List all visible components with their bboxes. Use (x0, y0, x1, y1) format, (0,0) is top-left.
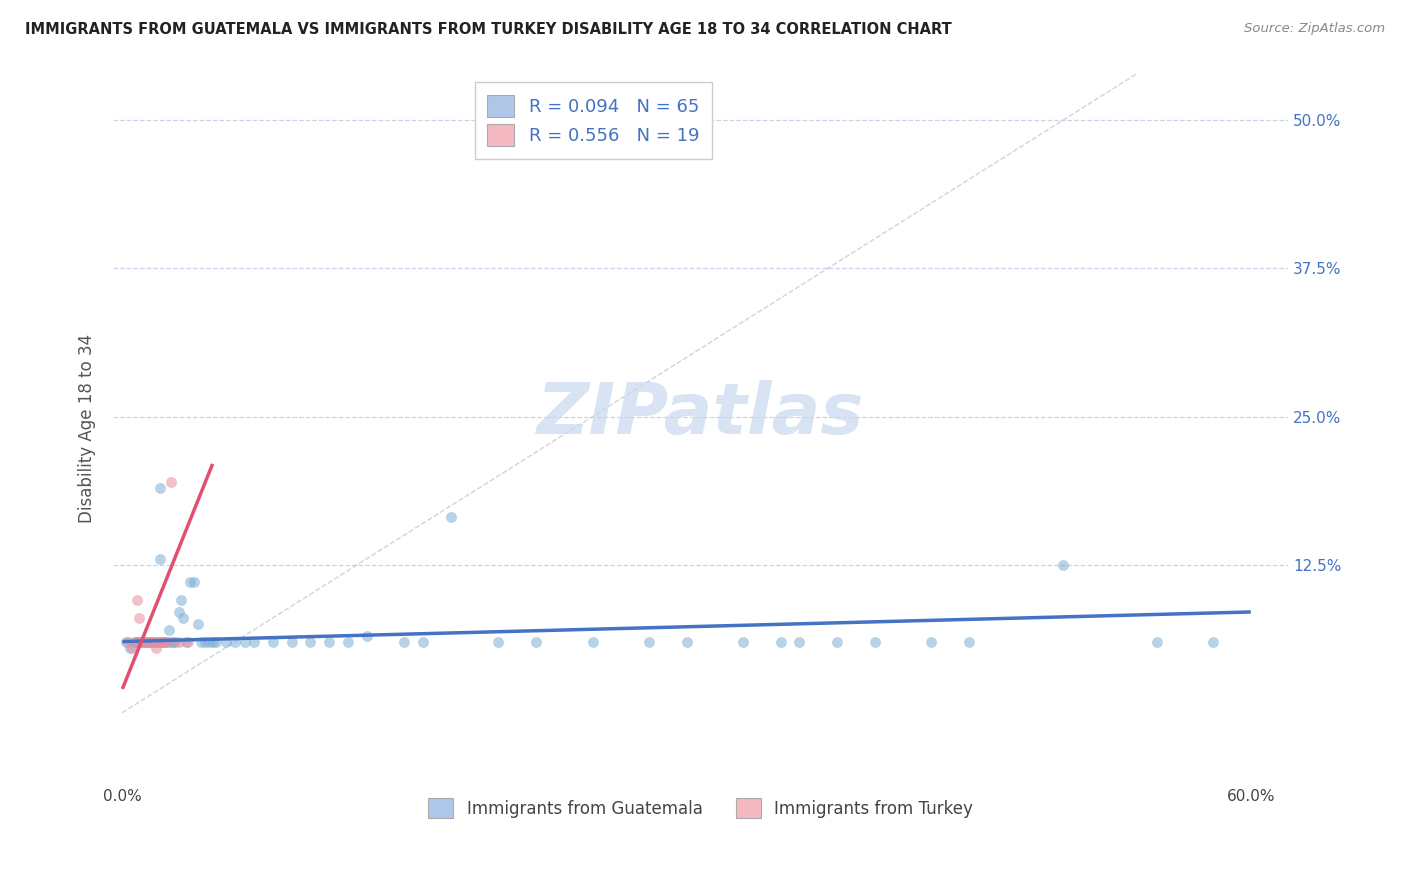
Point (162, 634, 184, 648)
Point (201, 634, 224, 648)
Point (150, 634, 173, 648)
Point (169, 593, 191, 607)
Point (187, 616, 209, 631)
Point (127, 593, 149, 607)
Point (146, 634, 169, 648)
Point (149, 634, 172, 648)
Point (488, 634, 510, 648)
Point (124, 634, 146, 648)
Point (143, 634, 166, 648)
Point (731, 634, 754, 648)
Point (160, 634, 183, 648)
Point (581, 634, 603, 648)
Point (127, 634, 149, 648)
Point (1202, 634, 1225, 648)
Point (156, 634, 179, 648)
Point (769, 634, 792, 648)
Point (789, 634, 811, 648)
Point (233, 634, 256, 648)
Point (115, 634, 138, 648)
Point (167, 605, 190, 619)
Point (135, 634, 157, 648)
Point (121, 640, 143, 655)
Point (675, 634, 697, 648)
Point (152, 634, 174, 648)
Point (145, 640, 167, 655)
Point (412, 634, 434, 648)
Point (128, 634, 150, 648)
Point (179, 575, 201, 590)
Point (139, 634, 162, 648)
Point (117, 634, 139, 648)
Point (141, 634, 163, 648)
Point (129, 634, 152, 648)
Point (132, 634, 155, 648)
Point (243, 634, 266, 648)
Point (957, 634, 980, 648)
Point (122, 634, 145, 648)
Y-axis label: Disability Age 18 to 34: Disability Age 18 to 34 (79, 334, 96, 523)
Point (160, 475, 183, 489)
Point (190, 634, 212, 648)
Point (337, 634, 360, 648)
Point (172, 611, 194, 625)
Text: IMMIGRANTS FROM GUATEMALA VS IMMIGRANTS FROM TURKEY DISABILITY AGE 18 TO 34 CORR: IMMIGRANTS FROM GUATEMALA VS IMMIGRANTS … (25, 22, 952, 37)
Point (224, 634, 246, 648)
Point (205, 634, 228, 648)
Point (149, 551, 172, 566)
Point (134, 634, 156, 648)
Point (1052, 558, 1074, 572)
Point (139, 634, 162, 648)
Point (194, 634, 217, 648)
Point (440, 510, 463, 524)
Point (167, 634, 190, 648)
Point (157, 623, 180, 637)
Point (394, 634, 416, 648)
Point (262, 634, 284, 648)
Point (152, 634, 174, 648)
Point (280, 634, 302, 648)
Point (863, 634, 886, 648)
Point (356, 629, 378, 643)
Point (141, 634, 163, 648)
Point (174, 634, 197, 648)
Point (146, 634, 169, 648)
Point (134, 634, 156, 648)
Point (524, 634, 547, 648)
Text: Source: ZipAtlas.com: Source: ZipAtlas.com (1244, 22, 1385, 36)
Point (198, 634, 221, 648)
Point (215, 634, 238, 648)
Point (128, 611, 150, 625)
Point (920, 634, 942, 648)
Legend: Immigrants from Guatemala, Immigrants from Turkey: Immigrants from Guatemala, Immigrants fr… (422, 791, 980, 825)
Point (124, 634, 146, 648)
Point (149, 481, 172, 495)
Point (129, 634, 152, 648)
Point (156, 634, 179, 648)
Point (299, 634, 322, 648)
Point (638, 634, 661, 648)
Point (1146, 634, 1168, 648)
Point (183, 575, 205, 590)
Point (825, 634, 848, 648)
Point (318, 634, 340, 648)
Point (163, 634, 186, 648)
Text: ZIPatlas: ZIPatlas (537, 380, 865, 449)
Point (150, 634, 173, 648)
Point (135, 634, 157, 648)
Point (138, 634, 160, 648)
Point (145, 634, 167, 648)
Point (118, 640, 141, 655)
Point (177, 634, 200, 648)
